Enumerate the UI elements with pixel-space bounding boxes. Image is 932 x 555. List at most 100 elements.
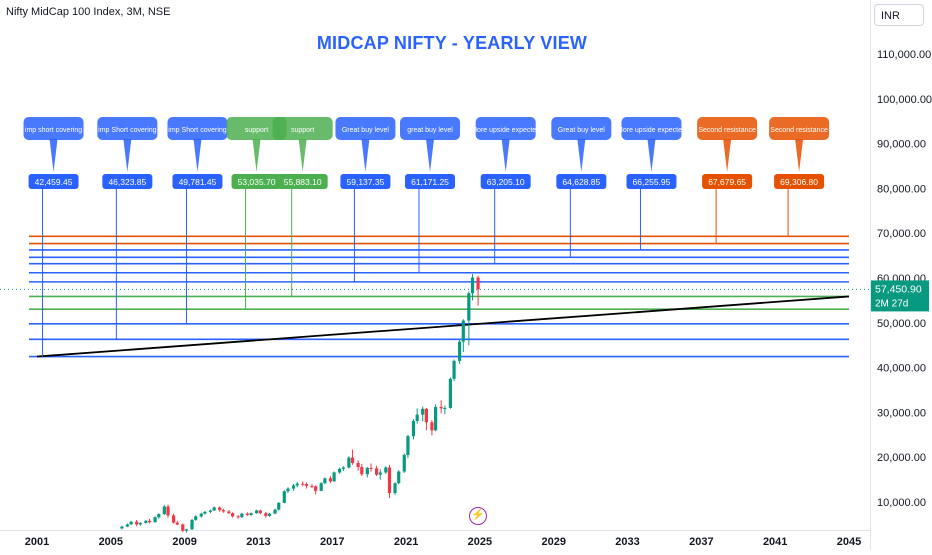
callout-price-box[interactable] <box>405 174 456 189</box>
candle <box>267 512 272 517</box>
candle <box>443 405 447 415</box>
candle-body <box>295 483 299 486</box>
candle <box>120 525 124 530</box>
callout-note-bubble[interactable] <box>226 117 287 140</box>
callout-note-bubble[interactable] <box>23 117 84 140</box>
candle <box>384 466 388 474</box>
candle <box>411 419 416 440</box>
callout[interactable]: imp short covering 42,459.45 <box>23 117 84 189</box>
callout[interactable]: Second resistance 69,306.80 <box>769 117 830 189</box>
candle-body <box>291 485 296 489</box>
callout-price-box[interactable] <box>277 174 328 189</box>
candle <box>249 512 253 516</box>
callout-note-bubble[interactable] <box>621 117 682 140</box>
callout-price-box[interactable] <box>480 174 531 189</box>
candle <box>181 523 185 533</box>
candle-body <box>430 422 434 431</box>
price-tick-label: 40,000.00 <box>877 363 926 375</box>
candle-body <box>157 514 161 518</box>
callout-note-text: Great buy level <box>342 127 390 134</box>
callout-price-text: 64,628.85 <box>562 177 600 187</box>
candle-body <box>374 468 379 475</box>
candle-body <box>328 478 333 482</box>
candle <box>255 509 259 514</box>
candle-body <box>356 463 360 468</box>
candle <box>282 490 286 504</box>
candle <box>476 275 480 306</box>
last-price-badge <box>871 280 929 312</box>
callout-price-box[interactable] <box>340 174 391 189</box>
callout-price-box[interactable] <box>626 174 677 189</box>
candle-body <box>153 517 157 523</box>
candle <box>406 434 410 459</box>
candle-body <box>236 516 240 518</box>
currency-selector[interactable]: INR <box>874 4 924 26</box>
callout[interactable]: imp Short covering 49,781.45 <box>167 117 228 189</box>
candle <box>135 519 139 527</box>
callout[interactable]: support 53,035.70 <box>226 117 287 189</box>
callouts: imp short covering 42,459.45 imp Short cov… <box>23 117 830 189</box>
candle-body <box>249 513 253 515</box>
price-axis: 10,000.00 20,000.00 30,000.00 40,000.00 50,0… <box>877 49 932 509</box>
time-tick-label: 2009 <box>172 536 196 548</box>
callout-note-bubble[interactable] <box>167 117 228 140</box>
last-price-value: 57,450.90 <box>875 283 922 295</box>
candle-body <box>467 293 471 321</box>
callout-note-text: More upside expected <box>617 127 686 134</box>
candle-body <box>470 277 475 294</box>
candle <box>212 506 216 511</box>
callout[interactable]: Second resistance 67,679.65 <box>697 117 758 189</box>
callout-note-bubble[interactable] <box>335 117 396 140</box>
callout-note-bubble[interactable] <box>97 117 158 140</box>
callout-pointer <box>501 139 510 172</box>
candle-body <box>448 378 452 408</box>
dividend-event-icon[interactable]: ⚡ <box>469 507 487 525</box>
candle-body <box>264 513 268 516</box>
callout-price-box[interactable] <box>774 174 825 189</box>
candle <box>369 463 373 472</box>
candle-body <box>387 467 392 494</box>
time-tick-label: 2005 <box>99 536 123 548</box>
callout[interactable]: imp Short covering 46,323.85 <box>97 117 158 189</box>
callout-price-box[interactable] <box>702 174 753 189</box>
candle-body <box>347 457 351 468</box>
callout[interactable]: support 55,883.10 <box>272 117 333 189</box>
candle <box>231 512 235 518</box>
time-tick-label: 2001 <box>25 536 49 548</box>
candle <box>199 512 203 518</box>
callout-note-bubble[interactable] <box>475 117 536 140</box>
callout-note-bubble[interactable] <box>272 117 333 140</box>
candle-body <box>402 454 406 472</box>
callout-price-box[interactable] <box>172 174 223 189</box>
callout-pointer <box>252 139 261 172</box>
candle <box>184 528 189 533</box>
callout[interactable]: Great buy level 59,137.35 <box>335 117 396 189</box>
candle-body <box>434 407 438 431</box>
callout-note-text: imp short covering <box>25 127 82 134</box>
callout-note-bubble[interactable] <box>551 117 612 140</box>
candle <box>470 273 475 301</box>
callout[interactable]: More upside expected 66,255.95 <box>617 117 686 189</box>
candle-body <box>171 515 176 523</box>
callout[interactable]: great buy level 61,171.25 <box>400 117 461 189</box>
callout-price-box[interactable] <box>231 174 282 189</box>
time-tick-label: 2037 <box>689 536 713 548</box>
callout-price-box[interactable] <box>102 174 153 189</box>
candle-body <box>181 524 185 531</box>
callout-pointer <box>795 139 804 172</box>
callout[interactable]: More upside expected 63,205.10 <box>471 117 540 189</box>
callout-pointer <box>49 139 58 172</box>
time-tick-label: 2017 <box>320 536 344 548</box>
trendline[interactable] <box>36 295 850 358</box>
candle <box>147 519 152 524</box>
callout-note-bubble[interactable] <box>697 117 758 140</box>
time-tick-label: 2025 <box>468 536 492 548</box>
callout-note-bubble[interactable] <box>769 117 830 140</box>
callout-price-box[interactable] <box>556 174 607 189</box>
callout-price-box[interactable] <box>28 174 79 189</box>
candle <box>314 485 318 495</box>
callout[interactable]: Great buy level 64,628.85 <box>551 117 612 189</box>
callout-note-bubble[interactable] <box>400 117 461 140</box>
